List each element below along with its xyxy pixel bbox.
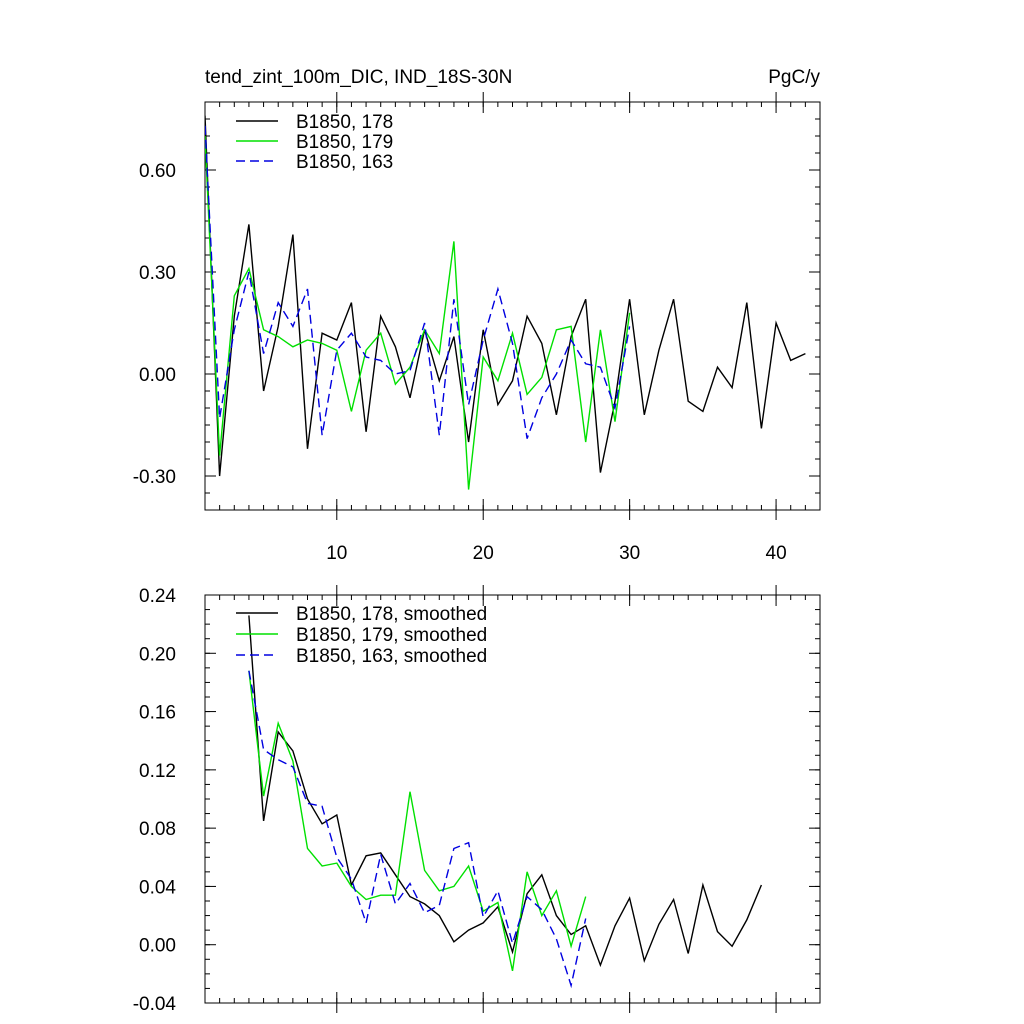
y-tick-label: 0.60: [139, 161, 176, 182]
x-tick-label: 10: [326, 543, 347, 564]
y-tick-label: 0.24: [139, 586, 176, 607]
y-tick-label: 0.30: [139, 263, 176, 284]
units-label: PgC/y: [768, 67, 820, 88]
bottom-panel: -0.04 0.00 0.04 0.08 0.12 0.16 0.20 0.24 B1850, …: [133, 585, 821, 1015]
series-line-1: [248, 615, 763, 968]
y-tick-label: 0.20: [139, 644, 176, 665]
y-tick-label: 0.16: [139, 703, 176, 724]
x-tick-label: 20: [473, 543, 494, 564]
y-tick-label: -0.04: [133, 994, 177, 1015]
y-tick-label: -0.30: [133, 467, 176, 488]
legend-label-3: B1850, 163: [296, 152, 393, 173]
figure-title: tend_zint_100m_DIC, IND_18S-30N: [205, 67, 512, 88]
y-tick-label: 0.00: [139, 936, 176, 957]
y-tick-label: 0.00: [139, 365, 176, 386]
y-tick-label: 0.04: [139, 877, 176, 898]
series-line-1: [205, 115, 806, 477]
legend-label-1: B1850, 178: [296, 112, 393, 133]
legend-label-2: B1850, 179: [296, 132, 393, 153]
series-line-3: [205, 125, 631, 439]
series-line-2: [248, 670, 587, 972]
series-line-3: [248, 670, 587, 989]
x-tick-label: 30: [619, 543, 640, 564]
y-tick-label: 0.12: [139, 761, 176, 782]
x-tick-label: 40: [766, 543, 787, 564]
legend-label-1: B1850, 178, smoothed: [296, 604, 487, 625]
legend-label-3: B1850, 163, smoothed: [296, 646, 487, 667]
series-line-2: [205, 135, 631, 490]
y-tick-label: 0.08: [139, 819, 176, 840]
legend-label-2: B1850, 179, smoothed: [296, 625, 487, 646]
